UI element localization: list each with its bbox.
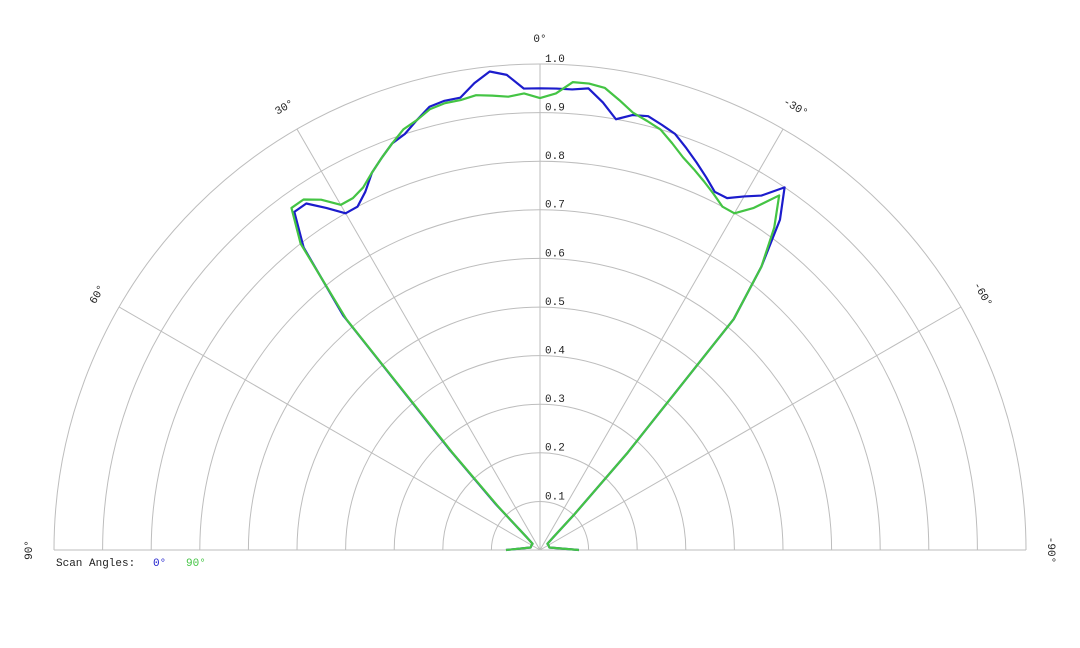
legend-entry: 90°: [186, 558, 206, 570]
theta-tick-label: 60°: [88, 283, 108, 306]
r-tick-label: 0.7: [545, 200, 565, 212]
theta-tick-label: -60°: [970, 281, 994, 310]
series-line: [293, 70, 786, 552]
theta-tick-label: -90°: [1044, 537, 1056, 563]
r-tick-label: 0.3: [545, 394, 565, 406]
legend-title: Scan Angles:: [56, 558, 135, 570]
series-line: [290, 81, 781, 552]
r-tick-label: 0.9: [545, 103, 565, 115]
theta-tick-label: 0°: [533, 34, 546, 46]
r-tick-label: 0.4: [545, 346, 565, 358]
r-tick-label: 0.6: [545, 248, 565, 260]
theta-tick-label: 90°: [24, 540, 36, 560]
grid-spoke: [296, 128, 541, 551]
r-tick-label: 0.8: [545, 151, 565, 163]
r-tick-label: 0.5: [545, 297, 565, 309]
grid-spoke: [539, 306, 962, 551]
grid-spoke: [118, 306, 541, 551]
legend-entry: 0°: [153, 558, 166, 570]
r-tick-label: 0.1: [545, 491, 565, 503]
theta-tick-label: 30°: [273, 98, 296, 118]
r-tick-label: 0.2: [545, 443, 565, 455]
theta-tick-label: -30°: [781, 96, 810, 120]
grid-spoke: [539, 128, 784, 551]
r-tick-label: 1.0: [545, 54, 565, 66]
